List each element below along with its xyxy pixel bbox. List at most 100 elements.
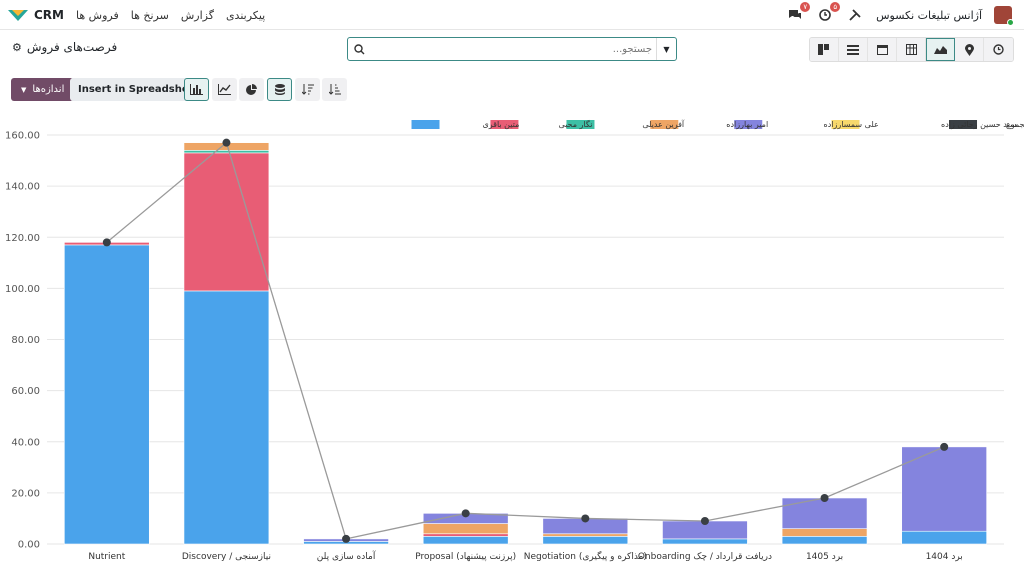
map-view-button[interactable]: [955, 38, 984, 61]
legend-swatch: [566, 120, 595, 129]
y-tick-label: 140.00: [5, 182, 40, 193]
x-tick-label: Proposal (پرزنت پیشنهاد): [415, 552, 516, 562]
graph-container: 0.00 20.00 40.00 60.00 80.00 100.00 120.00 140.…: [0, 106, 1024, 575]
total-series-point: [461, 509, 470, 518]
legend-swatch: [949, 120, 978, 129]
pivot-view-button[interactable]: [897, 38, 926, 61]
legend-swatch: [650, 120, 679, 129]
bar-segment: [901, 530, 987, 545]
measures-dropdown-button[interactable]: ▼ اندازه‌ها: [11, 78, 75, 101]
bar-segment: [542, 536, 629, 545]
graph-view-button[interactable]: [926, 38, 955, 61]
activity-view-button[interactable]: [984, 38, 1013, 61]
calendar-icon: [876, 45, 888, 55]
chat-icon: [789, 10, 802, 19]
legend-label: نگار محبی: [558, 119, 592, 129]
app-name: CRM: [34, 8, 64, 22]
total-series-point: [940, 442, 949, 451]
menu-item-reporting[interactable]: گزارش: [180, 8, 214, 22]
y-tick-label: 80.00: [11, 335, 40, 346]
activity-button[interactable]: ۵: [816, 2, 841, 24]
sort-descending-icon: [301, 84, 314, 95]
bar-segment: [422, 536, 509, 545]
bar-segment: [781, 497, 868, 529]
legend-label: سید حسین رجائی زاده: [941, 120, 1017, 129]
page-title: ⚙ فرصت‌های فروش: [12, 40, 117, 54]
search-options-dropdown[interactable]: ▼: [656, 38, 676, 60]
bar-segment: [422, 533, 509, 537]
company-name[interactable]: آژانس تبلیغات نکسوس: [876, 8, 982, 22]
menu-item-sales[interactable]: فروش ها: [76, 8, 119, 22]
map-marker-icon: [964, 43, 974, 56]
total-series-point: [222, 138, 231, 147]
kanban-icon: [818, 44, 829, 55]
clock-icon: [819, 9, 831, 21]
pie-chart-button[interactable]: [239, 78, 264, 101]
bar-segment: [901, 446, 987, 532]
x-tick-label: برد 1404: [926, 552, 963, 562]
pie-chart-icon: [246, 84, 257, 95]
bar-segment: [183, 150, 270, 154]
legend-label: متین باقری: [482, 120, 519, 129]
database-icon: [274, 84, 285, 95]
sort-ascending-icon: [328, 84, 341, 95]
tools-button[interactable]: [846, 6, 864, 24]
search-input[interactable]: [370, 43, 656, 55]
insert-spreadsheet-button[interactable]: Insert in Spreadsheet: [70, 78, 209, 101]
measures-label: اندازه‌ها: [32, 84, 65, 95]
menu-item-configuration[interactable]: پیکربندی: [225, 8, 266, 22]
crm-logo-icon: [8, 10, 28, 21]
top-nav-left: CRM فروش ها سرنخ ها گزارش پیکربندی: [8, 0, 265, 30]
bar-chart-button[interactable]: [184, 78, 209, 101]
bar-segment: [781, 528, 868, 537]
y-tick-label: 160.00: [5, 131, 40, 142]
gear-icon[interactable]: ⚙: [12, 40, 22, 54]
search-icon[interactable]: [348, 43, 370, 55]
legend-label: مجموع: [1006, 120, 1024, 129]
total-series-point: [820, 493, 829, 502]
online-status-dot: [1007, 19, 1014, 26]
total-series-point: [342, 534, 351, 543]
legend-label: علی سمسارزاده: [824, 120, 879, 129]
page-title-text: فرصت‌های فروش: [26, 40, 118, 54]
bar-segment: [422, 523, 509, 535]
x-tick-label: آماده سازی پلن: [317, 550, 376, 562]
total-series-point: [102, 238, 111, 247]
sort-ascending-button[interactable]: [322, 78, 347, 101]
y-tick-label: 40.00: [11, 437, 40, 448]
y-tick-label: 100.00: [5, 284, 40, 295]
tools-icon: [849, 9, 861, 21]
calendar-view-button[interactable]: [868, 38, 897, 61]
pivot-icon: [905, 44, 917, 55]
search-bar: ▼: [347, 37, 677, 61]
bar-segment: [64, 244, 150, 545]
x-tick-label: Negotiation (مذاکره و پیگیری): [524, 550, 647, 562]
y-tick-label: 20.00: [11, 488, 40, 499]
menu-item-leads[interactable]: سرنخ ها: [130, 8, 169, 22]
legend-label: امیر بهارزاده: [726, 120, 768, 129]
app-logo[interactable]: CRM: [8, 8, 64, 22]
x-tick-label: برد 1405: [806, 552, 843, 562]
y-tick-label: 60.00: [11, 386, 40, 397]
stacked-toggle-button[interactable]: [267, 78, 292, 101]
activity-badge: ۵: [830, 2, 841, 12]
user-avatar[interactable]: [994, 6, 1014, 26]
line-chart-button[interactable]: [212, 78, 237, 101]
top-nav-right: ۷ ۵ آژانس تبلیغات نکسوس: [786, 0, 1014, 30]
stacked-bar-chart: 0.00 20.00 40.00 60.00 80.00 100.00 120.00 140.…: [5, 119, 1024, 562]
bar-segment: [542, 533, 629, 537]
kanban-view-button[interactable]: [810, 38, 839, 61]
control-panel: ⚙ فرصت‌های فروش ▼: [0, 30, 1024, 72]
graph-toolbar: ▼ اندازه‌ها Insert in Spreadsheet: [0, 72, 1024, 106]
x-tick-label: Discovery / نیازسنجی: [182, 552, 271, 562]
bar-segment: [662, 538, 748, 545]
chat-button[interactable]: ۷: [786, 2, 811, 24]
clock-icon: [993, 44, 1004, 55]
list-icon: [847, 44, 859, 55]
sort-descending-button[interactable]: [295, 78, 320, 101]
bar-chart-icon: [190, 84, 203, 95]
bar-segment: [183, 152, 270, 292]
total-series-line: [106, 141, 945, 540]
list-view-button[interactable]: [839, 38, 868, 61]
y-tick-label: 120.00: [5, 233, 40, 244]
